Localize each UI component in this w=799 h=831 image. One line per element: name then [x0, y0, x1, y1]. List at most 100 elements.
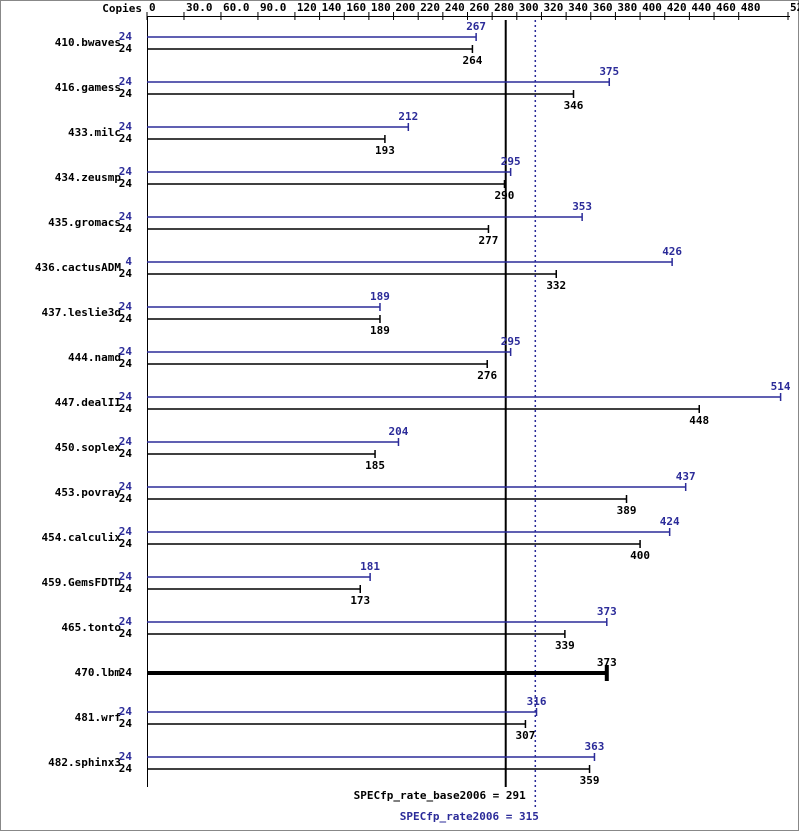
copies-label: 24 [119, 75, 133, 88]
copies-label: 24 [119, 447, 133, 460]
reference-label: SPECfp_rate2006 = 315 [400, 810, 539, 823]
category-label: 435.gromacs [48, 216, 121, 229]
copies-label: 24 [119, 267, 133, 280]
copies-label: 24 [119, 132, 133, 145]
copies-label: 24 [119, 87, 133, 100]
x-tick-label: 280 [494, 1, 514, 14]
x-tick-label: 380 [617, 1, 637, 14]
copies-label: 24 [119, 750, 133, 763]
category-label: 481.wrf [75, 711, 121, 724]
bar [147, 258, 673, 266]
value-label: 307 [515, 729, 535, 742]
copies-label: 24 [119, 537, 133, 550]
value-label: 424 [660, 515, 680, 528]
value-label: 359 [580, 774, 600, 787]
bar [147, 393, 782, 401]
bar [147, 315, 381, 323]
copies-label: 24 [119, 666, 133, 679]
bar [147, 135, 386, 143]
value-label: 264 [462, 54, 482, 67]
value-label: 193 [375, 144, 395, 157]
x-tick-label: 520 [790, 1, 799, 14]
bar [147, 630, 566, 638]
copies-label: 24 [119, 390, 133, 403]
category-label: 450.soplex [55, 441, 122, 454]
x-tick-label: 60.0 [223, 1, 250, 14]
value-label: 212 [398, 110, 418, 123]
copies-label: 24 [119, 165, 133, 178]
bar [147, 585, 362, 593]
value-label: 295 [501, 155, 521, 168]
value-label: 276 [477, 369, 497, 382]
bar [147, 540, 641, 548]
bar [147, 45, 474, 53]
value-label: 185 [365, 459, 385, 472]
category-label: 447.dealII [55, 396, 121, 409]
category-label: 470.lbm [75, 666, 122, 679]
category-label: 434.zeusmp [55, 171, 122, 184]
category-label: 459.GemsFDTD [42, 576, 122, 589]
value-label: 339 [555, 639, 575, 652]
copies-label: 24 [119, 357, 133, 370]
value-label: 295 [501, 335, 521, 348]
bar [147, 573, 371, 581]
value-label: 277 [479, 234, 499, 247]
copies-label: 24 [119, 570, 133, 583]
bar [147, 90, 575, 98]
copies-label: 24 [119, 627, 133, 640]
value-label: 437 [676, 470, 696, 483]
bar [147, 753, 596, 761]
value-label: 448 [689, 414, 709, 427]
axis-label: Copies [102, 2, 142, 15]
bar [147, 618, 608, 626]
x-tick-label: 440 [691, 1, 711, 14]
bar [147, 123, 410, 131]
x-tick-label: 120 [297, 1, 317, 14]
copies-label: 24 [119, 480, 133, 493]
value-label: 400 [630, 549, 650, 562]
bar [147, 348, 512, 356]
x-tick-label: 160 [346, 1, 366, 14]
copies-label: 24 [119, 582, 133, 595]
category-label: 416.gamess [55, 81, 121, 94]
bar [147, 360, 488, 368]
x-tick-label: 480 [741, 1, 761, 14]
value-label: 173 [350, 594, 370, 607]
value-label: 373 [597, 605, 617, 618]
value-label: 181 [360, 560, 380, 573]
bar [147, 168, 512, 176]
bar [147, 33, 477, 41]
x-tick-label: 240 [445, 1, 465, 14]
category-label: 444.namd [68, 351, 121, 364]
x-tick-label: 460 [716, 1, 736, 14]
copies-label: 24 [119, 222, 133, 235]
x-tick-label: 140 [322, 1, 342, 14]
reference-label: SPECfp_rate_base2006 = 291 [354, 789, 527, 802]
copies-label: 24 [119, 345, 133, 358]
copies-label: 24 [119, 402, 133, 415]
copies-label: 24 [119, 705, 133, 718]
category-label: 410.bwaves [55, 36, 121, 49]
x-tick-label: 400 [642, 1, 662, 14]
x-tick-label: 420 [667, 1, 687, 14]
value-label: 189 [370, 290, 390, 303]
x-tick-label: 360 [593, 1, 613, 14]
bar [147, 495, 628, 503]
copies-label: 24 [119, 525, 133, 538]
bar [147, 225, 490, 233]
category-label: 454.calculix [42, 531, 122, 544]
bar [147, 665, 609, 681]
copies-label: 24 [119, 30, 133, 43]
x-tick-label: 260 [470, 1, 490, 14]
x-tick-label: 320 [543, 1, 563, 14]
x-tick-label: 300 [519, 1, 539, 14]
value-label: 389 [617, 504, 637, 517]
value-label: 363 [585, 740, 605, 753]
value-label: 353 [572, 200, 592, 213]
value-label: 426 [662, 245, 682, 258]
category-label: 433.milc [68, 126, 121, 139]
x-tick-label: 0 [149, 1, 156, 14]
x-tick-label: 30.0 [186, 1, 213, 14]
bar [147, 303, 381, 311]
